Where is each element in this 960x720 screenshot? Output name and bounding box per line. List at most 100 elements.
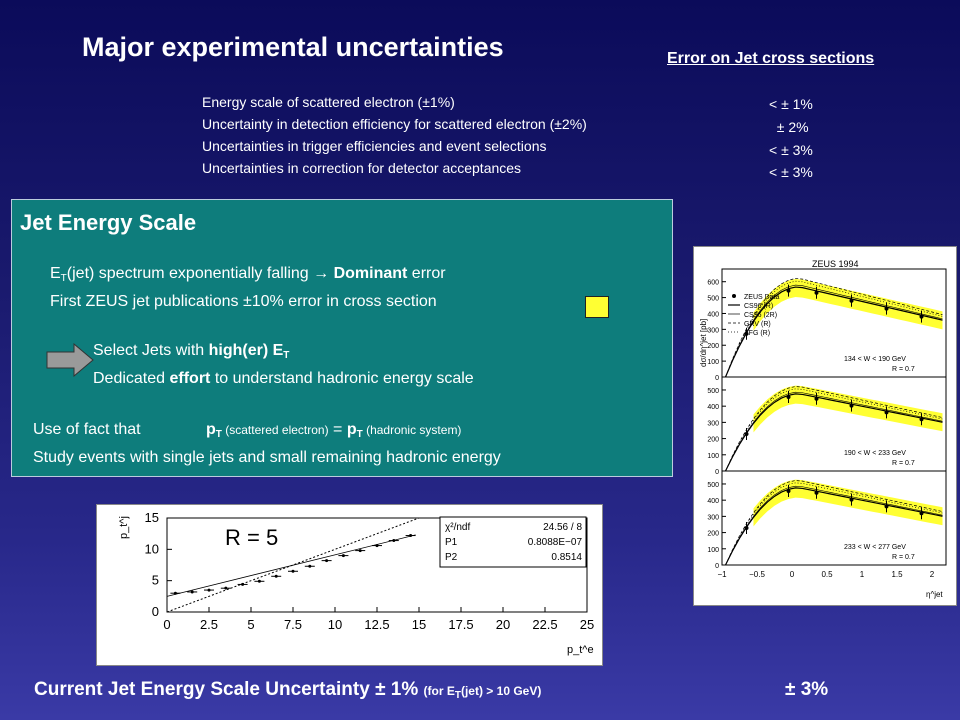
zeus-legend-marker <box>732 294 736 298</box>
zeus-y-tick-label: 600 <box>707 280 719 287</box>
diagonal-reference-line <box>166 517 420 613</box>
zeus-w-range: 190 < W < 233 GeV <box>844 450 906 457</box>
jes-line-1: ET(jet) spectrum exponentially falling →… <box>50 265 446 284</box>
zeus-data-point <box>744 431 749 436</box>
zeus-theory-curve <box>725 482 943 566</box>
zeus-theory-curve <box>724 393 943 472</box>
x-tick-label: 20 <box>496 617 510 632</box>
stats-value: 0.8514 <box>551 552 582 563</box>
jes-line-2: First ZEUS jet publications ±10% error i… <box>50 293 437 310</box>
x-tick-label: 15 <box>412 617 426 632</box>
jes-line-4: Dedicated effort to understand hadronic … <box>93 370 474 387</box>
zeus-x-tick-label: 0 <box>790 570 795 579</box>
zeus-x-tick-label: 0.5 <box>821 570 833 579</box>
zeus-legend-label: CS96 (R) <box>744 303 773 310</box>
zeus-data-point <box>786 394 791 399</box>
zeus-x-tick-label: −1 <box>717 570 727 579</box>
zeus-r-label: R = 0.7 <box>892 366 915 373</box>
zeus-y-tick-label: 200 <box>707 437 719 444</box>
zeus-theory-curve <box>725 485 943 566</box>
zeus-theory-curve <box>724 286 943 378</box>
footer-value: ± 3% <box>785 679 829 700</box>
zeus-theory-curve <box>724 487 943 566</box>
uncertainty-label-1: Energy scale of scattered electron (±1%) <box>202 94 455 110</box>
data-point <box>241 582 245 586</box>
zeus-y-tick-label: 300 <box>707 514 719 521</box>
data-point <box>358 549 362 553</box>
data-point <box>173 591 177 595</box>
zeus-data-point <box>744 331 749 336</box>
stats-value: 24.56 / 8 <box>543 522 582 533</box>
y-tick-label: 15 <box>145 510 159 525</box>
zeus-x-tick-label: −0.5 <box>749 570 765 579</box>
data-point <box>409 534 413 538</box>
zeus-y-tick-label: 400 <box>707 404 719 411</box>
arrow-right-icon <box>46 343 94 377</box>
y-tick-label: 10 <box>145 541 159 556</box>
zeus-y-tick-label: 400 <box>707 498 719 505</box>
x-tick-label: 10 <box>328 617 342 632</box>
zeus-y-tick-label: 500 <box>707 388 719 395</box>
y-tick-label: 0 <box>152 604 159 619</box>
x-tick-label: 22.5 <box>532 617 557 632</box>
zeus-systematic-band <box>753 279 943 331</box>
y-tick-label: 5 <box>152 573 159 588</box>
zeus-r-label: R = 0.7 <box>892 460 915 467</box>
zeus-theory-curve <box>725 284 943 378</box>
zeus-y-tick-label: 100 <box>707 547 719 554</box>
data-point <box>207 588 211 592</box>
data-point <box>375 544 379 548</box>
zeus-legend-label: AFG (R) <box>744 330 770 337</box>
stats-name: P1 <box>445 537 458 548</box>
stats-box <box>439 516 587 568</box>
jes-line-6: Study events with single jets and small … <box>33 449 501 466</box>
zeus-data-point <box>814 490 819 495</box>
zeus-y-tick-label: 500 <box>707 296 719 303</box>
uncertainty-label-3: Uncertainties in trigger efficiencies an… <box>202 138 547 154</box>
zeus-w-range: 233 < W < 277 GeV <box>844 544 906 551</box>
zeus-data-point <box>919 511 924 516</box>
zeus-y-tick-label: 300 <box>707 327 719 334</box>
zeus-1994-figure: ZEUS 1994 dσ/dη^jet [pb] 0 100 200 300 400 500 6… <box>693 246 957 606</box>
zeus-theory-curve <box>725 386 943 472</box>
zeus-x-tick-label: 1 <box>860 570 865 579</box>
data-point <box>291 569 295 573</box>
zeus-data-point <box>849 298 854 303</box>
zeus-x-tick-label: 2 <box>930 570 935 579</box>
zeus-data-point <box>814 396 819 401</box>
zeus-y-tick-label: 100 <box>707 453 719 460</box>
jet-energy-scale-panel <box>11 199 673 477</box>
x-axis-label: p_t^e <box>567 644 594 656</box>
pt-balance-chart: 0 2.5 5 7.5 10 12.5 15 17.5 20 22.5 25 0 5 10 15 p_t^jp… <box>118 510 594 656</box>
zeus-legend-label: ZEUS Data <box>744 294 780 301</box>
zeus-y-tick-label: 200 <box>707 343 719 350</box>
pt-balance-plot: 0 2.5 5 7.5 10 12.5 15 17.5 20 22.5 25 0 5 10 15 p_t^j p… <box>96 504 603 666</box>
zeus-data-point <box>884 410 889 415</box>
data-point <box>308 564 312 568</box>
jes-line-5-label: Use of fact that <box>33 421 141 438</box>
zeus-data-point <box>744 525 749 530</box>
yellow-marker <box>585 296 609 318</box>
zeus-ylabel: dσ/dη^jet [pb] <box>699 319 708 367</box>
data-point <box>224 586 228 590</box>
zeus-legend-label: CS96 (2R) <box>744 312 777 319</box>
y-axis-label: p_t^j <box>118 516 130 539</box>
zeus-data-point <box>884 504 889 509</box>
data-point <box>257 579 261 583</box>
zeus-r-label: R = 0.7 <box>892 554 915 561</box>
zeus-y-tick-label: 0 <box>715 563 719 570</box>
zeus-xlabel: η^jet <box>926 590 943 599</box>
page-title: Major experimental uncertainties <box>82 32 504 62</box>
zeus-y-tick-label: 400 <box>707 311 719 318</box>
x-tick-label: 17.5 <box>448 617 473 632</box>
zeus-theory-curve <box>725 388 943 472</box>
zeus-y-tick-label: 500 <box>707 482 719 489</box>
data-point <box>325 559 329 563</box>
plot-r-label: R = 5 <box>225 525 278 550</box>
data-point <box>392 539 396 543</box>
x-tick-label: 25 <box>580 617 594 632</box>
jes-line-3: Select Jets with high(er) ET <box>93 342 290 361</box>
fit-line <box>166 534 416 597</box>
stats-name: P2 <box>445 552 458 563</box>
